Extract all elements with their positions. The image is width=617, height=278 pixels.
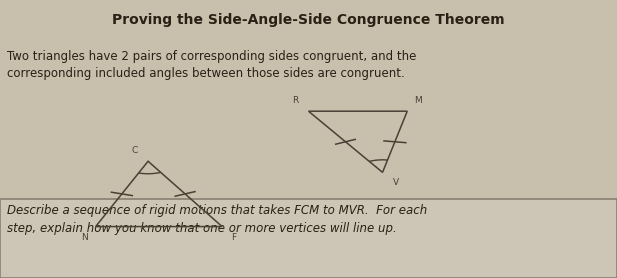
Text: F: F [231,233,236,242]
FancyBboxPatch shape [0,199,617,278]
Text: Proving the Side-Angle-Side Congruence Theorem: Proving the Side-Angle-Side Congruence T… [112,13,505,26]
Text: V: V [393,178,399,187]
Text: Two triangles have 2 pairs of corresponding sides congruent, and the
correspondi: Two triangles have 2 pairs of correspond… [7,50,416,80]
Text: Describe a sequence of rigid motions that takes FCM to MVR.  For each
step, expl: Describe a sequence of rigid motions tha… [7,204,428,235]
Text: R: R [292,96,298,105]
Text: N: N [81,233,88,242]
Text: C: C [131,146,138,155]
Text: M: M [415,96,422,105]
